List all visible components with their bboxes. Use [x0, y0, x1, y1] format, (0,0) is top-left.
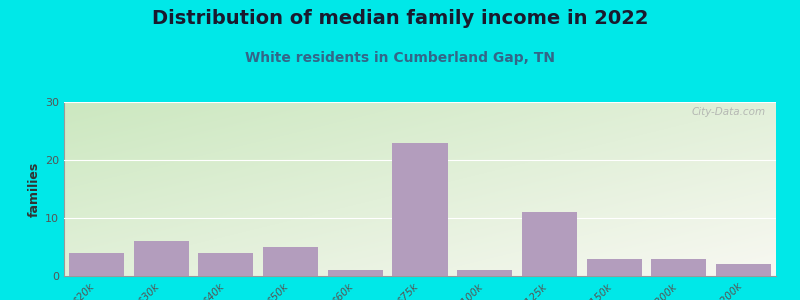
Bar [458, 270, 512, 276]
Bar [522, 212, 577, 276]
Bar [586, 259, 642, 276]
Text: Distribution of median family income in 2022: Distribution of median family income in … [152, 9, 648, 28]
Text: City-Data.com: City-Data.com [691, 107, 766, 117]
Y-axis label: families: families [28, 161, 41, 217]
Bar [393, 142, 447, 276]
Bar [198, 253, 254, 276]
Bar [69, 253, 124, 276]
Bar [716, 264, 771, 276]
Text: White residents in Cumberland Gap, TN: White residents in Cumberland Gap, TN [245, 51, 555, 65]
Bar [328, 270, 382, 276]
Bar [263, 247, 318, 276]
Bar [134, 241, 189, 276]
Bar [651, 259, 706, 276]
